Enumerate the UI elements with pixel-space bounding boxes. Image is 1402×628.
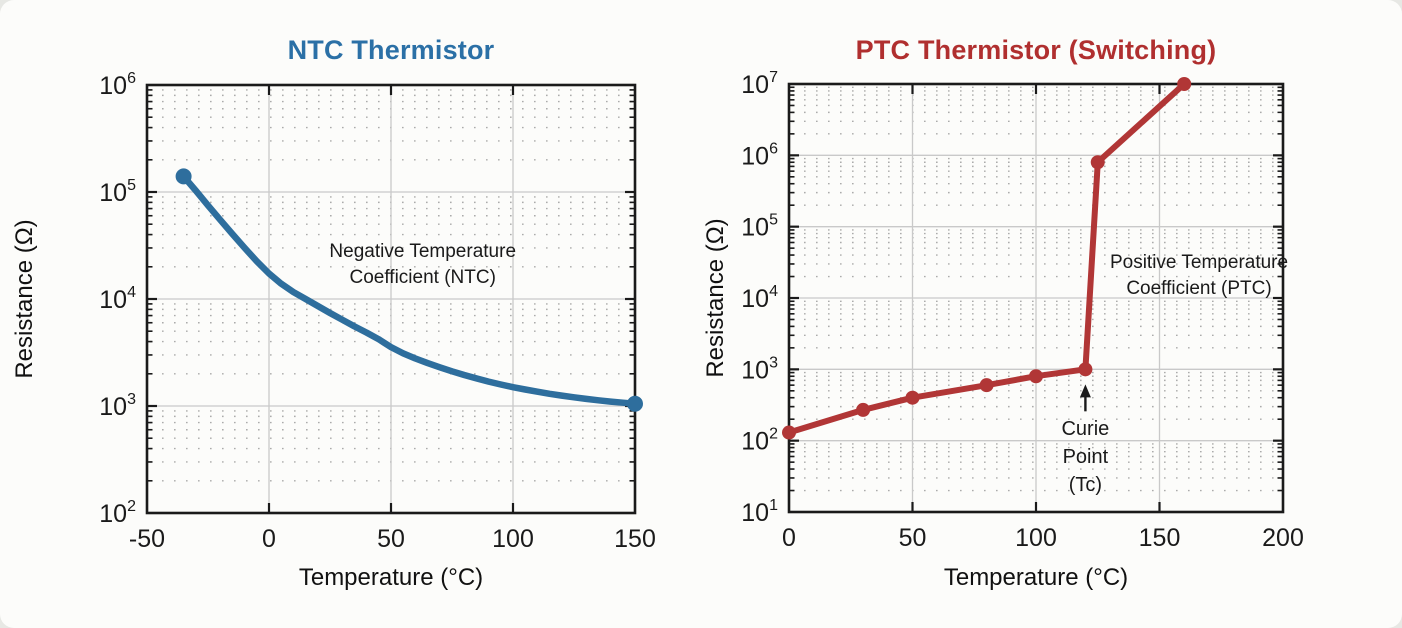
x-tick-label: 50 xyxy=(377,525,405,553)
x-axis-label-ptc: Temperature (°C) xyxy=(943,564,1129,591)
annotation-curie-point: Curie Point (Tc) xyxy=(1061,415,1109,499)
annotation-ptc: Positive Temperature Coefficient (PTC) xyxy=(1110,250,1288,302)
data-point-marker xyxy=(979,378,994,393)
x-tick-label: -50 xyxy=(129,525,165,553)
x-tick-label: 0 xyxy=(782,524,796,552)
chart-title-ntc: NTC Thermistor xyxy=(287,35,495,65)
chart-title-ptc: PTC Thermistor (Switching) xyxy=(855,35,1217,65)
annotation-line: Positive Temperature xyxy=(1109,251,1289,273)
annotation-line: (Tc) xyxy=(1068,474,1103,497)
data-point-marker xyxy=(782,425,796,440)
y-tick-label: 102 xyxy=(99,498,136,528)
data-point-marker xyxy=(905,390,920,405)
annotation-line: Curie xyxy=(1061,418,1110,441)
data-curve xyxy=(180,173,639,407)
x-tick-label: 100 xyxy=(492,525,534,553)
y-axis-label-ptc: Resistance (Ω) xyxy=(702,218,729,378)
x-axis-label-ntc: Temperature (°C) xyxy=(298,564,484,591)
annotation-line: Coefficient (NTC) xyxy=(349,266,496,288)
x-tick-label: 0 xyxy=(262,525,276,553)
y-tick-label: 101 xyxy=(741,497,778,527)
x-tick-label: 200 xyxy=(1262,524,1304,552)
y-tick-label: 106 xyxy=(99,70,136,100)
x-tick-label: 100 xyxy=(1015,524,1057,552)
y-tick-label: 104 xyxy=(99,284,136,314)
data-point-marker xyxy=(1029,369,1043,384)
x-tick-label: 150 xyxy=(614,525,656,553)
data-point-marker xyxy=(856,402,871,417)
data-point-marker xyxy=(1177,77,1192,91)
data-point-marker xyxy=(175,168,192,185)
y-tick-label: 105 xyxy=(741,212,778,242)
annotation-line: Negative Temperature xyxy=(329,240,517,262)
curie-arrow-head xyxy=(1079,384,1091,398)
data-point-marker xyxy=(1090,155,1105,170)
y-tick-label: 106 xyxy=(741,140,778,170)
y-tick-label: 103 xyxy=(741,354,778,384)
data-point-marker xyxy=(627,395,643,412)
y-tick-label: 102 xyxy=(741,426,778,456)
x-tick-label: 50 xyxy=(899,524,927,552)
data-point-marker xyxy=(1078,362,1093,377)
x-tick-label: 150 xyxy=(1139,524,1181,552)
y-axis-label-ntc: Resistance (Ω) xyxy=(11,219,38,379)
y-tick-label: 107 xyxy=(741,69,778,99)
y-tick-label: 105 xyxy=(99,177,136,207)
y-tick-label: 103 xyxy=(99,391,136,421)
annotation-ntc: Negative Temperature Coefficient (NTC) xyxy=(329,239,516,291)
y-tick-label: 104 xyxy=(741,283,778,313)
data-curve xyxy=(786,81,1188,436)
annotation-line: Coefficient (PTC) xyxy=(1126,277,1272,299)
annotation-line: Point xyxy=(1062,446,1109,469)
